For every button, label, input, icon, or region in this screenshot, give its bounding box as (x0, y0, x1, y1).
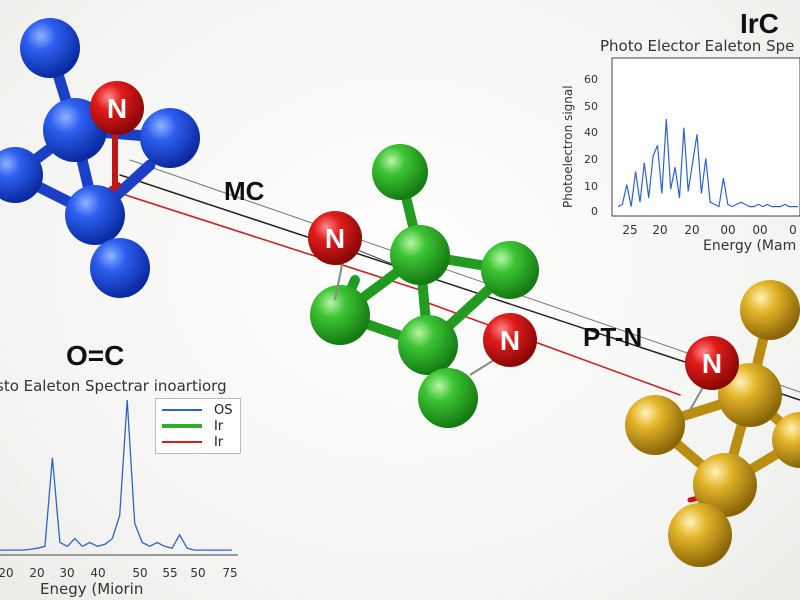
irc-x-tick-label: 00 (720, 223, 735, 237)
irc-x-tick-label: 0 (789, 223, 797, 237)
irc-y-tick-label: 50 (584, 100, 598, 113)
oc-x-tick-label: 55 (162, 566, 177, 580)
pt-n-label: PT-N (583, 322, 643, 352)
oc-x-tick-label: 50 (132, 566, 147, 580)
irc-y-tick-label: 60 (584, 73, 598, 86)
gold-molecule (625, 280, 800, 567)
nitrogen-atom-blue: N (90, 81, 144, 135)
oc-x-tick-label: 20 (29, 566, 44, 580)
nitrogen-label: N (500, 325, 520, 356)
nitrogen-atom-gold: N (685, 336, 739, 390)
legend-swatch-green (162, 424, 202, 428)
oc-x-tick-label: 40 (90, 566, 105, 580)
mc-label: MC (224, 176, 265, 206)
legend-label: OS (214, 402, 233, 418)
oc-x-tick-label: 20 (0, 566, 14, 580)
irc-y-tick-label: 0 (591, 205, 598, 218)
nitrogen-label: N (702, 348, 722, 379)
oc-subtitle: sto Ealeton Spectrar inoartiorg (0, 377, 227, 395)
legend-label: Ir (214, 434, 224, 450)
legend-item-ir-red: Ir (162, 434, 232, 450)
nitrogen-atoms: N N N N (90, 81, 739, 411)
legend-item-os: OS (162, 402, 232, 418)
irc-x-axis-label: Energy (Mam (703, 238, 796, 254)
nitrogen-atom-green-right: N (483, 313, 537, 367)
oc-legend: OS Ir Ir (155, 398, 242, 454)
legend-swatch-red (162, 441, 202, 443)
legend-item-ir-green: Ir (162, 418, 232, 434)
irc-y-tick-label: 10 (584, 180, 598, 193)
nitrogen-label: N (107, 93, 127, 124)
irc-x-tick-label: 25 (622, 223, 637, 237)
irc-y-tick-label: 20 (584, 153, 598, 166)
irc-x-tick-label: 20 (684, 223, 699, 237)
irc-series-line (617, 118, 798, 208)
irc-y-tick-label: 40 (584, 126, 598, 139)
green-molecule (310, 144, 539, 428)
irc-y-axis-label: Photoelectron signal (561, 85, 575, 208)
oc-chart: 20 20 30 40 50 55 50 75 Enegy (Miorin sto Ealet… (0, 377, 238, 598)
oc-x-axis-label: Enegy (Miorin (40, 580, 143, 598)
irc-chart-frame (611, 57, 800, 217)
legend-label: Ir (214, 418, 224, 434)
irc-x-tick-label: 20 (652, 223, 667, 237)
oc-x-tick-label: 50 (190, 566, 205, 580)
irc-title: IrC (740, 8, 779, 39)
blue-molecule (0, 18, 200, 298)
oc-x-tick-label: 75 (222, 566, 237, 580)
legend-swatch-blue (162, 409, 202, 411)
oc-series-line (0, 399, 232, 551)
nitrogen-atom-green-left: N (308, 211, 362, 265)
irc-x-tick-label: 00 (752, 223, 767, 237)
nitrogen-label: N (325, 223, 345, 254)
irc-subtitle: Photo Elector Ealeton Spe (600, 37, 794, 55)
oc-title: O=C (66, 340, 125, 371)
oc-x-tick-label: 30 (59, 566, 74, 580)
